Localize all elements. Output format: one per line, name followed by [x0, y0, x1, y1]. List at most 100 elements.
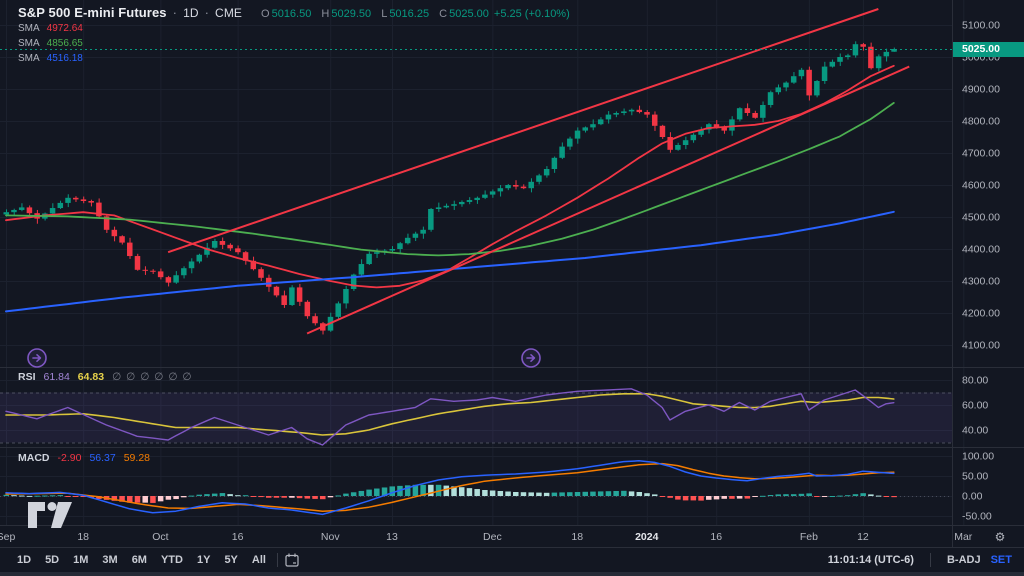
svg-text:Dec: Dec — [483, 531, 502, 543]
sma-value: 4516.18 — [46, 52, 83, 64]
svg-text:4800.00: 4800.00 — [962, 116, 1000, 128]
bottom-toolbar: 1D 5D 1M 3M 6M YTD 1Y 5Y All 11:01:14 (UTC-6) B-… — [0, 547, 1024, 572]
rsi-value: 61.84 — [43, 371, 70, 383]
svg-text:18: 18 — [571, 531, 583, 543]
sma-value: 4856.65 — [46, 37, 83, 49]
svg-text:12: 12 — [857, 531, 869, 543]
time-axis[interactable]: Sep 18 Oct 16 Nov 13 Dec 18 2024 16 Feb 12 Mar — [0, 531, 973, 543]
rsi-ma-value: 64.83 — [77, 371, 105, 383]
pane-arrow-icon-2[interactable] — [521, 348, 541, 368]
range-button-all[interactable]: All — [251, 554, 266, 566]
pane-arrow-icon-1[interactable] — [27, 348, 47, 368]
svg-text:4300.00: 4300.00 — [962, 276, 1000, 288]
go-to-date-calendar-icon[interactable] — [284, 552, 300, 568]
svg-text:16: 16 — [232, 531, 244, 543]
macd-hist-value: -2.90 — [57, 452, 82, 464]
adjustment-toggle[interactable]: B-ADJ — [946, 554, 981, 566]
trend-channel-upper[interactable] — [167, 8, 879, 254]
rsi-legend-row[interactable]: RSI 61.84 64.83 ∅ ∅ ∅ ∅ ∅ ∅ — [18, 371, 193, 383]
price-pane[interactable] — [3, 8, 910, 335]
low-value: 5016.25 — [389, 8, 430, 20]
range-button-ytd[interactable]: YTD — [160, 554, 183, 566]
timezone-settings-gear-icon[interactable]: ⚙ — [995, 530, 1006, 544]
tradingview-logo[interactable] — [28, 502, 72, 528]
macd-histogram — [3, 484, 897, 503]
high-label: H — [321, 8, 330, 20]
svg-text:50.00: 50.00 — [962, 471, 988, 483]
symbol-title-row[interactable]: S&P 500 E-mini Futures · 1D · CME O 5016.… — [18, 5, 570, 20]
svg-text:13: 13 — [386, 531, 398, 543]
svg-text:5100.00: 5100.00 — [962, 20, 1000, 32]
sma-line-2 — [5, 102, 895, 257]
macd-line-value: 56.37 — [89, 452, 116, 464]
svg-text:60.00: 60.00 — [962, 400, 988, 412]
high-value: 5029.50 — [331, 8, 372, 20]
title-separator2: · — [204, 5, 210, 20]
range-button-1y[interactable]: 1Y — [196, 554, 211, 566]
chart-canvas[interactable]: 5100.005000.004900.004800.004700.004600.… — [0, 0, 1024, 547]
change-value: +5.25 (+0.10%) — [493, 8, 570, 20]
macd-legend-row[interactable]: MACD -2.90 56.37 59.28 — [18, 452, 150, 464]
range-button-1d[interactable]: 1D — [17, 554, 32, 566]
date-range-buttons: 1D 5D 1M 3M 6M YTD 1Y 5Y All — [12, 552, 271, 568]
svg-text:80.00: 80.00 — [962, 375, 988, 387]
macd-signal-value: 59.28 — [123, 452, 150, 464]
range-button-5y[interactable]: 5Y — [224, 554, 238, 566]
low-label: L — [381, 8, 388, 20]
chart-legend: S&P 500 E-mini Futures · 1D · CME O 5016.… — [18, 5, 570, 65]
sma-legend-rows: SMA 4972.64 SMA 4856.65 SMA 4516.18 — [18, 21, 570, 65]
svg-text:4900.00: 4900.00 — [962, 84, 1000, 96]
rsi-pane[interactable] — [0, 388, 952, 446]
range-button-5d[interactable]: 5D — [45, 554, 60, 566]
toolbar-divider — [276, 553, 278, 567]
sma-label: SMA — [18, 52, 40, 64]
macd-line — [5, 460, 895, 516]
close-value: 5025.00 — [449, 8, 489, 20]
svg-text:4400.00: 4400.00 — [962, 244, 1000, 256]
svg-text:16: 16 — [710, 531, 722, 543]
grid-lines — [0, 0, 965, 525]
title-separator: · — [172, 5, 178, 20]
svg-text:2024: 2024 — [635, 531, 659, 543]
macd-indicator-label[interactable]: MACD — [18, 452, 50, 464]
svg-text:4600.00: 4600.00 — [962, 180, 1000, 192]
rsi-ma-line — [5, 392, 895, 436]
symbol-name[interactable]: S&P 500 E-mini Futures — [18, 5, 167, 20]
close-label: C — [439, 8, 448, 20]
svg-text:-50.00: -50.00 — [962, 511, 992, 523]
svg-text:Oct: Oct — [152, 531, 168, 543]
svg-text:Feb: Feb — [800, 531, 818, 543]
macd-pane[interactable] — [0, 460, 952, 516]
svg-text:4700.00: 4700.00 — [962, 148, 1000, 160]
price-axis[interactable]: 5100.005000.004900.004800.004700.004600.… — [962, 20, 1000, 523]
ohlc-readout: O 5016.50 H 5029.50 L 5016.25 C 5025.00 +5.2… — [254, 8, 570, 20]
trend-channel-lower[interactable] — [306, 65, 910, 335]
candlestick-series — [3, 41, 897, 335]
svg-text:Nov: Nov — [321, 531, 340, 543]
svg-text:40.00: 40.00 — [962, 425, 988, 437]
window-bottom-strip — [0, 572, 1024, 576]
rsi-indicator-label[interactable]: RSI — [18, 371, 36, 383]
sma-legend-row-1[interactable]: SMA 4972.64 — [18, 21, 570, 35]
open-label: O — [261, 8, 270, 20]
range-button-1m[interactable]: 1M — [73, 554, 89, 566]
rsi-empty-values: ∅ ∅ ∅ ∅ ∅ ∅ — [112, 371, 193, 383]
clock-display[interactable]: 11:01:14 (UTC-6) — [827, 554, 914, 566]
range-button-3m[interactable]: 3M — [102, 554, 118, 566]
range-button-6m[interactable]: 6M — [131, 554, 147, 566]
sma-label: SMA — [18, 37, 40, 49]
macd-signal-line — [5, 462, 895, 512]
sma-label: SMA — [18, 22, 40, 34]
exchange-label: CME — [215, 6, 243, 20]
rsi-band-fill — [0, 392, 952, 443]
svg-text:Sep: Sep — [0, 531, 15, 543]
session-toggle[interactable]: SET — [990, 554, 1012, 566]
sma-legend-row-3[interactable]: SMA 4516.18 — [18, 51, 570, 65]
sma-legend-row-2[interactable]: SMA 4856.65 — [18, 36, 570, 50]
interval-label[interactable]: 1D — [183, 6, 199, 20]
svg-text:100.00: 100.00 — [962, 451, 994, 463]
svg-text:0.00: 0.00 — [962, 491, 983, 503]
open-value: 5016.50 — [271, 8, 312, 20]
svg-text:4200.00: 4200.00 — [962, 308, 1000, 320]
